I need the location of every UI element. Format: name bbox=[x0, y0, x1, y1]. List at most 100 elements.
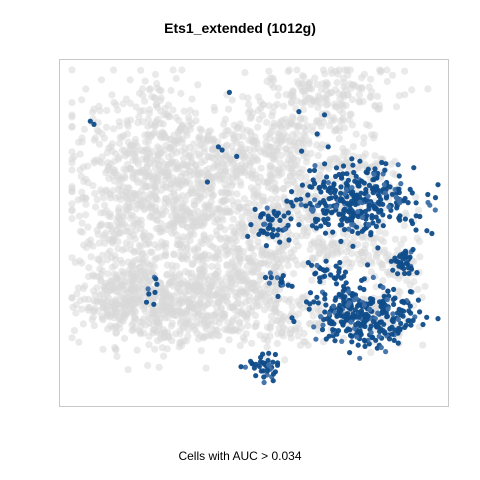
background-cell-point bbox=[305, 140, 313, 148]
background-cell-point bbox=[131, 312, 139, 321]
chart-caption: Cells with AUC > 0.034 bbox=[178, 449, 302, 463]
highlighted-cell-point bbox=[375, 245, 381, 251]
background-cell-point bbox=[244, 208, 252, 217]
background-cell-point bbox=[269, 108, 277, 116]
background-cell-point bbox=[295, 190, 303, 198]
background-cell-point bbox=[221, 243, 229, 251]
background-cell-point bbox=[169, 311, 177, 319]
highlighted-cell-point bbox=[314, 262, 320, 268]
highlighted-cell-point bbox=[365, 262, 371, 268]
highlighted-cell-point bbox=[307, 184, 313, 190]
highlighted-cell-point bbox=[349, 222, 355, 228]
background-cell-point bbox=[185, 113, 193, 121]
background-cell-point bbox=[402, 209, 410, 217]
background-cell-point bbox=[190, 309, 198, 317]
highlighted-cell-point bbox=[339, 175, 345, 181]
highlighted-cell-point bbox=[332, 276, 338, 282]
highlighted-cell-point bbox=[397, 312, 404, 318]
background-cell-point bbox=[181, 177, 189, 185]
highlighted-cell-point bbox=[398, 320, 404, 327]
background-cell-point bbox=[271, 136, 279, 144]
background-cell-point bbox=[232, 237, 240, 245]
background-cell-point bbox=[188, 120, 196, 128]
background-cell-point bbox=[228, 277, 236, 286]
highlighted-cell-point bbox=[316, 185, 322, 191]
background-cell-point bbox=[180, 277, 188, 285]
background-cell-point bbox=[237, 140, 245, 149]
highlighted-cell-point bbox=[400, 251, 406, 257]
background-cell-point bbox=[222, 297, 230, 305]
background-cell-point bbox=[359, 139, 368, 148]
background-cell-point bbox=[224, 105, 233, 113]
background-cell-point bbox=[92, 298, 100, 306]
highlighted-cell-point bbox=[307, 301, 313, 307]
background-cell-point bbox=[80, 241, 88, 249]
background-cell-point bbox=[358, 74, 366, 82]
background-cell-point bbox=[228, 158, 237, 166]
background-cell-point bbox=[387, 160, 395, 168]
highlighted-cell-point bbox=[313, 225, 319, 231]
highlighted-cell-point bbox=[298, 196, 304, 202]
highlighted-cell-point bbox=[317, 275, 323, 281]
highlighted-cell-point bbox=[313, 270, 319, 276]
background-cell-point bbox=[196, 320, 204, 328]
background-cell-point bbox=[250, 137, 258, 145]
background-cell-point bbox=[109, 187, 117, 195]
background-cell-point bbox=[333, 245, 341, 253]
background-cell-point bbox=[220, 208, 228, 216]
background-cell-point bbox=[129, 172, 137, 180]
background-cell-point bbox=[360, 134, 368, 142]
highlighted-cell-point bbox=[333, 165, 340, 171]
background-cell-point bbox=[187, 187, 195, 195]
highlighted-cell-point bbox=[372, 187, 379, 193]
background-cell-point bbox=[317, 144, 325, 152]
background-cell-point bbox=[383, 77, 391, 86]
highlighted-cell-point bbox=[390, 267, 396, 273]
highlighted-cell-point bbox=[361, 302, 367, 308]
highlighted-cell-point bbox=[333, 281, 340, 287]
background-cell-point bbox=[141, 97, 149, 105]
highlighted-cell-point bbox=[354, 303, 361, 309]
highlighted-cell-point bbox=[204, 179, 210, 185]
highlighted-cell-point bbox=[339, 217, 345, 223]
background-cell-point bbox=[270, 122, 279, 130]
background-cell-point bbox=[190, 247, 198, 255]
background-cell-point bbox=[228, 96, 236, 104]
background-cell-point bbox=[285, 156, 293, 164]
background-cell-point bbox=[354, 162, 363, 171]
highlighted-cell-point bbox=[328, 272, 334, 278]
highlighted-cell-point bbox=[253, 373, 259, 379]
background-cell-point bbox=[286, 295, 295, 303]
highlighted-cell-point bbox=[340, 163, 347, 169]
highlighted-cell-point bbox=[349, 156, 355, 162]
highlighted-cell-point bbox=[281, 213, 287, 219]
background-cell-point bbox=[254, 189, 262, 197]
background-cell-point bbox=[285, 66, 293, 74]
background-cell-point bbox=[209, 254, 217, 262]
background-cell-point bbox=[79, 320, 87, 328]
highlighted-cell-point bbox=[351, 194, 358, 200]
background-cell-point bbox=[194, 81, 202, 89]
background-cell-point bbox=[141, 172, 149, 180]
background-cell-point bbox=[110, 177, 118, 185]
background-cell-point bbox=[119, 301, 127, 309]
background-cell-point bbox=[135, 248, 143, 256]
highlighted-cell-point bbox=[314, 131, 320, 137]
background-cell-point bbox=[100, 194, 108, 202]
background-cell-point bbox=[109, 66, 118, 74]
highlighted-cell-point bbox=[348, 217, 355, 223]
highlighted-cell-point bbox=[350, 243, 356, 249]
highlighted-cell-point bbox=[327, 189, 334, 196]
highlighted-cell-point bbox=[308, 262, 315, 268]
background-cell-point bbox=[70, 327, 78, 335]
background-cell-point bbox=[170, 251, 178, 259]
highlighted-cell-point bbox=[285, 210, 291, 216]
background-cell-point bbox=[74, 284, 83, 292]
background-cell-point bbox=[154, 143, 162, 151]
background-cell-point bbox=[278, 116, 287, 125]
background-cell-point bbox=[131, 135, 139, 144]
background-cell-point bbox=[200, 148, 209, 156]
background-cell-point bbox=[144, 144, 152, 152]
background-cell-point bbox=[162, 207, 170, 215]
